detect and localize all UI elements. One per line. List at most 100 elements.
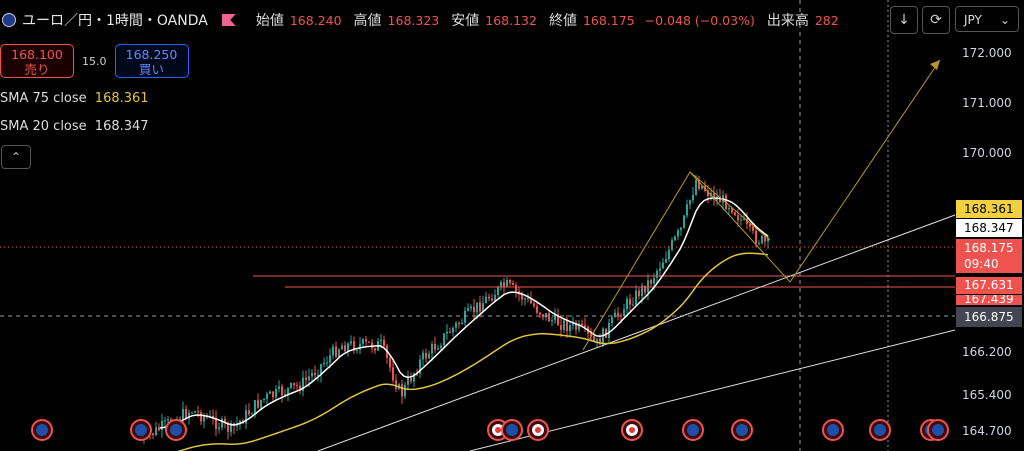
- change-value: −0.048 (−0.03%): [644, 12, 755, 28]
- buy-label: 買い: [138, 62, 164, 77]
- candle-body: [557, 314, 559, 326]
- candle-body: [674, 236, 676, 241]
- candle-body: [218, 427, 220, 430]
- candle-body: [338, 349, 340, 357]
- last-price: 168.175: [964, 241, 1014, 255]
- high-label: 高値: [353, 13, 382, 29]
- trendline-upper[interactable]: [317, 214, 956, 451]
- candle-body: [452, 327, 454, 333]
- candle-body: [650, 280, 652, 284]
- candle-body: [551, 320, 553, 322]
- eu-flag-icon: [506, 424, 518, 436]
- candle-body: [737, 215, 739, 221]
- candle-body: [440, 345, 442, 349]
- candle-body: [230, 423, 232, 432]
- candle-body: [482, 302, 484, 312]
- candle-body: [347, 343, 349, 352]
- candle-body: [419, 359, 421, 374]
- sma20-label: SMA 20 close: [0, 119, 87, 134]
- candle-body: [302, 377, 304, 392]
- collapse-legend-button[interactable]: ⌃: [1, 145, 31, 169]
- candle-body: [161, 421, 163, 431]
- candle-body: [485, 296, 487, 303]
- axis-tick: 172.000: [962, 46, 1012, 60]
- candle-body: [752, 226, 754, 231]
- candle-body: [326, 362, 328, 364]
- candle-body: [263, 398, 265, 400]
- candle-body: [695, 180, 697, 195]
- candle-body: [296, 384, 298, 386]
- candle-body: [449, 331, 451, 333]
- candle-body: [527, 298, 529, 300]
- candle-body: [758, 243, 760, 245]
- spread-value: 15.0: [82, 54, 107, 68]
- sell-button[interactable]: 168.100 売り: [0, 44, 74, 78]
- sma20-legend[interactable]: SMA 20 close 168.347: [0, 119, 149, 134]
- candle-body: [443, 333, 445, 346]
- candle-body: [656, 270, 658, 278]
- candle-body: [413, 373, 415, 382]
- projection-arrowhead: [930, 60, 940, 70]
- candle-body: [428, 353, 430, 359]
- candle-body: [299, 385, 301, 392]
- candle-body: [743, 218, 745, 220]
- candle-body: [635, 290, 637, 305]
- sell-label: 売り: [24, 62, 50, 77]
- axis-tick: 166.200: [962, 345, 1012, 359]
- eu-flag-icon: [736, 424, 748, 436]
- candle-body: [548, 312, 550, 322]
- candle-body: [500, 282, 502, 287]
- candle-body: [638, 290, 640, 297]
- candle-body: [719, 196, 721, 203]
- candle-body: [476, 302, 478, 313]
- candle-body: [257, 400, 259, 408]
- candle-body: [287, 387, 289, 395]
- candle-body: [446, 331, 448, 334]
- candle-body: [746, 218, 748, 224]
- candle-body: [158, 427, 160, 431]
- sma75-line: [176, 252, 769, 451]
- candle-body: [395, 380, 397, 389]
- low-value: 168.132: [485, 12, 537, 28]
- refresh-icon[interactable]: ⟳: [922, 6, 950, 34]
- candle-body: [407, 377, 409, 385]
- candle-body: [197, 411, 199, 413]
- axis-tick: 164.700: [962, 424, 1012, 438]
- candle-body: [305, 377, 307, 380]
- candle-body: [317, 374, 319, 376]
- candle-body: [560, 325, 562, 330]
- sma20-price-tag: 168.347: [956, 219, 1022, 237]
- candle-body: [614, 312, 616, 318]
- candle-body: [368, 341, 370, 343]
- axis-tick: 165.400: [962, 388, 1012, 402]
- candle-body: [152, 433, 154, 436]
- sma75-legend[interactable]: SMA 75 close 168.361: [0, 91, 149, 106]
- sma20-value: 168.347: [94, 119, 149, 134]
- eu-flag-icon: [932, 424, 944, 436]
- candle-body: [356, 349, 358, 351]
- event-markers[interactable]: [31, 419, 949, 441]
- candle-body: [533, 303, 535, 307]
- currency-select[interactable]: JPY ⌄: [955, 6, 1019, 32]
- arrow-down-icon[interactable]: ↓: [890, 6, 918, 34]
- candle-body: [569, 325, 571, 332]
- candle-body: [683, 215, 685, 228]
- candle-body: [203, 416, 205, 422]
- buy-button[interactable]: 168.250 買い: [114, 44, 189, 78]
- candle-body: [275, 388, 277, 398]
- candle-body: [251, 413, 253, 415]
- projection-edge[interactable]: [689, 171, 771, 241]
- candle-body: [353, 341, 355, 351]
- candle-body: [503, 282, 505, 287]
- projection-path[interactable]: [582, 59, 941, 351]
- candle-body: [380, 339, 382, 342]
- candle-body: [284, 394, 286, 396]
- japan-flag-dot: [535, 427, 541, 433]
- candle-body: [434, 343, 436, 350]
- candle-body: [311, 372, 313, 377]
- candle-body: [593, 336, 595, 342]
- candle-body: [404, 384, 406, 397]
- symbol-title[interactable]: ユーロ／円・1時間・OANDA: [22, 13, 208, 29]
- trendline-lower[interactable]: [469, 329, 956, 451]
